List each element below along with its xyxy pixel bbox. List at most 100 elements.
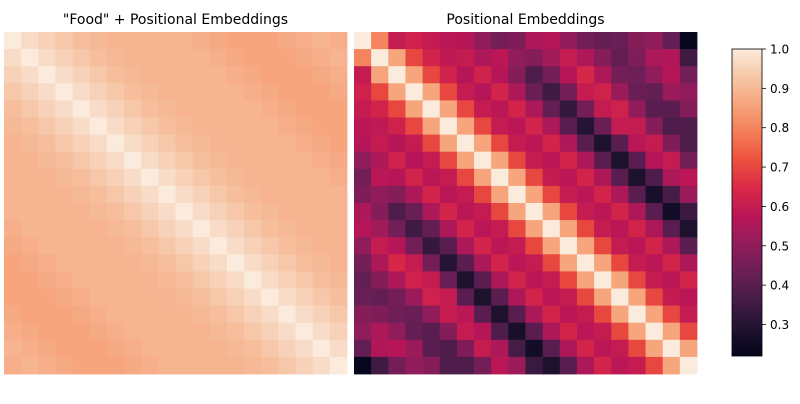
heatmap-cell [405,305,423,324]
heatmap-cell [456,356,475,375]
heatmap-cell [295,83,314,101]
heatmap-cell [679,339,698,358]
heatmap-cell [371,339,389,358]
heatmap-cell [21,254,39,272]
heatmap-cell [542,151,561,170]
heatmap-cell [21,203,39,221]
heatmap-cell [312,339,331,358]
heatmap-cell [474,220,492,238]
heatmap-cell [422,322,441,341]
heatmap-cell [679,271,698,289]
heatmap-cell [576,203,595,221]
heatmap-cell [679,288,698,306]
colorbar-tick-label: 0.7 [770,161,789,175]
heatmap-cell [141,220,159,238]
heatmap-cell [662,83,681,101]
heatmap-cell [456,100,475,118]
heatmap-cell [55,117,73,135]
heatmap-cell [628,305,646,324]
heatmap-left-title: "Food" + Positional Embeddings [63,12,288,28]
heatmap-cell [329,288,348,306]
heatmap-cell [244,168,262,187]
heatmap-cell [55,66,73,84]
heatmap-cell [388,168,406,187]
heatmap-cell [542,356,561,375]
heatmap-cell [371,271,389,289]
heatmap-cell [295,151,314,170]
heatmap-cell [388,288,406,306]
heatmap-cell [261,220,279,238]
heatmap-cell [261,49,279,67]
heatmap-cell [645,271,664,289]
heatmap-cell [106,322,125,341]
heatmap-cell [508,203,526,221]
heatmap-cell [405,83,423,101]
heatmap-cell [72,100,91,118]
heatmap-cell [491,203,509,221]
heatmap-cell [559,203,578,221]
heatmap-cell [106,32,125,50]
heatmap-cell [55,254,73,272]
heatmap-cell [559,254,578,272]
heatmap-cell [141,271,159,289]
heatmap-cell [312,305,331,324]
heatmap-cell [559,305,578,324]
heatmap-cell [559,237,578,255]
heatmap-cell [312,203,331,221]
heatmap-cell [21,185,39,204]
heatmap-cell [542,288,561,306]
heatmap-cell [158,100,176,118]
heatmap-cell [226,356,245,375]
heatmap-cell [594,203,612,221]
heatmap-cell [21,134,39,153]
heatmap-cell [354,185,372,204]
heatmap-cell [261,83,279,101]
heatmap-cell [4,305,22,324]
heatmap-cell [645,168,664,187]
heatmap-cell [244,220,262,238]
heatmap-cell [175,339,194,358]
heatmap-cell [559,66,578,84]
heatmap-cell [226,185,245,204]
heatmap-cell [508,305,526,324]
heatmap-cell [439,100,458,118]
heatmap-cell [89,322,108,341]
heatmap-cell [106,83,125,101]
heatmap-cell [72,151,91,170]
heatmap-cell [559,356,578,375]
heatmap-cell [388,339,406,358]
heatmap-cell [209,66,228,84]
heatmap-cell [89,356,108,375]
heatmap-cell [312,271,331,289]
heatmap-cell [192,203,211,221]
heatmap-cell [278,237,296,255]
heatmap-cell [508,168,526,187]
heatmap-cell [106,203,125,221]
heatmap-cell [371,83,389,101]
heatmap-cell [474,49,492,67]
heatmap-cell [422,117,441,135]
heatmap-cell [312,100,331,118]
heatmap-cell [209,220,228,238]
heatmap-cell [491,220,509,238]
heatmap-cell [295,305,314,324]
heatmap-cell [192,32,211,50]
heatmap-cell [388,134,406,153]
heatmap-cell [388,49,406,67]
heatmap-cell [662,32,681,50]
heatmap-cell [124,271,142,289]
heatmap-cell [72,203,91,221]
heatmap-cell [226,134,245,153]
heatmap-cell [55,134,73,153]
heatmap-cell [226,305,245,324]
heatmap-cell [405,356,423,375]
heatmap-cell [295,356,314,375]
heatmap-cell [611,356,629,375]
heatmap-cell [244,305,262,324]
heatmap-cell [329,203,348,221]
heatmap-cell [244,134,262,153]
heatmap-cell [611,288,629,306]
heatmap-cell [371,356,389,375]
heatmap-cell [371,49,389,67]
